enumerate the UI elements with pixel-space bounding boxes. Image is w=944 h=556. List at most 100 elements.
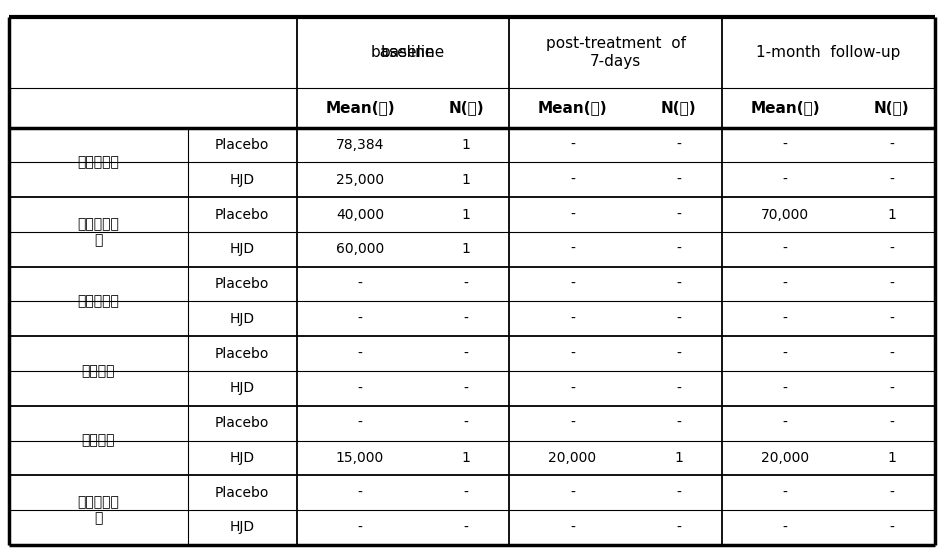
Text: -: - — [677, 346, 682, 361]
Text: -: - — [783, 277, 787, 291]
Text: 1: 1 — [887, 451, 896, 465]
Text: -: - — [889, 312, 894, 326]
Text: HJD: HJD — [229, 381, 255, 395]
Text: 1: 1 — [462, 173, 471, 187]
Text: 상담치료: 상담치료 — [82, 434, 115, 448]
Text: 일반의약품: 일반의약품 — [77, 155, 120, 170]
Text: N(명): N(명) — [873, 100, 909, 115]
Text: -: - — [570, 207, 575, 221]
Text: Placebo: Placebo — [215, 416, 269, 430]
Text: -: - — [889, 138, 894, 152]
Text: 1: 1 — [462, 451, 471, 465]
Text: 20,000: 20,000 — [761, 451, 809, 465]
Text: HJD: HJD — [229, 312, 255, 326]
Text: -: - — [783, 381, 787, 395]
Text: -: - — [464, 486, 468, 500]
Text: 40,000: 40,000 — [336, 207, 384, 221]
Text: -: - — [677, 416, 682, 430]
Text: -: - — [464, 381, 468, 395]
Text: -: - — [889, 486, 894, 500]
Text: -: - — [570, 381, 575, 395]
Text: -: - — [783, 173, 787, 187]
Text: HJD: HJD — [229, 242, 255, 256]
Text: -: - — [358, 520, 362, 534]
Text: -: - — [358, 346, 362, 361]
Text: -: - — [783, 138, 787, 152]
Text: Placebo: Placebo — [215, 486, 269, 500]
Text: 1: 1 — [462, 242, 471, 256]
Text: 1: 1 — [887, 207, 896, 221]
Text: 양방의료기
관: 양방의료기 관 — [77, 217, 120, 247]
Text: -: - — [677, 277, 682, 291]
Text: -: - — [783, 416, 787, 430]
Text: N(명): N(명) — [448, 100, 484, 115]
Text: -: - — [889, 520, 894, 534]
Text: -: - — [464, 312, 468, 326]
Text: -: - — [570, 242, 575, 256]
Text: 부작용치료
비: 부작용치료 비 — [77, 495, 120, 525]
Text: 1: 1 — [462, 207, 471, 221]
Text: Mean(원): Mean(원) — [750, 100, 820, 115]
Text: 15,000: 15,000 — [336, 451, 384, 465]
Text: 25,000: 25,000 — [336, 173, 384, 187]
Text: HJD: HJD — [229, 451, 255, 465]
Text: baseline: baseline — [371, 45, 435, 60]
Text: -: - — [358, 381, 362, 395]
Text: HJD: HJD — [229, 173, 255, 187]
Text: -: - — [677, 486, 682, 500]
Text: 정신과약물: 정신과약물 — [77, 295, 120, 309]
Text: -: - — [570, 138, 575, 152]
Text: Placebo: Placebo — [215, 138, 269, 152]
Text: HJD: HJD — [229, 520, 255, 534]
Text: -: - — [889, 416, 894, 430]
Text: 1: 1 — [462, 138, 471, 152]
Text: -: - — [570, 277, 575, 291]
Text: -: - — [570, 346, 575, 361]
Text: -: - — [570, 312, 575, 326]
Text: -: - — [783, 346, 787, 361]
Text: -: - — [677, 207, 682, 221]
Text: -: - — [889, 381, 894, 395]
Text: 20,000: 20,000 — [548, 451, 597, 465]
Text: -: - — [889, 173, 894, 187]
Text: 1: 1 — [674, 451, 683, 465]
Text: -: - — [783, 312, 787, 326]
Text: -: - — [358, 277, 362, 291]
Text: -: - — [570, 173, 575, 187]
Text: -: - — [464, 520, 468, 534]
Text: -: - — [464, 416, 468, 430]
Text: -: - — [677, 138, 682, 152]
Text: -: - — [889, 277, 894, 291]
Text: -: - — [677, 173, 682, 187]
Text: -: - — [889, 242, 894, 256]
Text: -: - — [889, 346, 894, 361]
Text: Placebo: Placebo — [215, 207, 269, 221]
Text: Placebo: Placebo — [215, 277, 269, 291]
Text: baseline: baseline — [381, 45, 446, 60]
Text: -: - — [783, 242, 787, 256]
Text: -: - — [570, 416, 575, 430]
Text: -: - — [570, 486, 575, 500]
Text: Placebo: Placebo — [215, 346, 269, 361]
Text: -: - — [358, 312, 362, 326]
Text: -: - — [677, 242, 682, 256]
Text: Mean(원): Mean(원) — [325, 100, 395, 115]
Text: -: - — [358, 416, 362, 430]
Text: -: - — [570, 520, 575, 534]
Text: -: - — [783, 486, 787, 500]
Text: 70,000: 70,000 — [761, 207, 809, 221]
Text: -: - — [677, 520, 682, 534]
Text: post-treatment  of
7-days: post-treatment of 7-days — [546, 36, 685, 68]
Text: -: - — [783, 520, 787, 534]
Text: -: - — [464, 277, 468, 291]
Text: 한방치료: 한방치료 — [82, 364, 115, 378]
Text: N(명): N(명) — [661, 100, 697, 115]
Text: -: - — [677, 312, 682, 326]
Text: Mean(원): Mean(원) — [538, 100, 607, 115]
Text: 60,000: 60,000 — [336, 242, 384, 256]
Text: 78,384: 78,384 — [336, 138, 384, 152]
Text: -: - — [358, 486, 362, 500]
Text: 1-month  follow-up: 1-month follow-up — [756, 45, 901, 60]
Text: -: - — [677, 381, 682, 395]
Text: -: - — [464, 346, 468, 361]
